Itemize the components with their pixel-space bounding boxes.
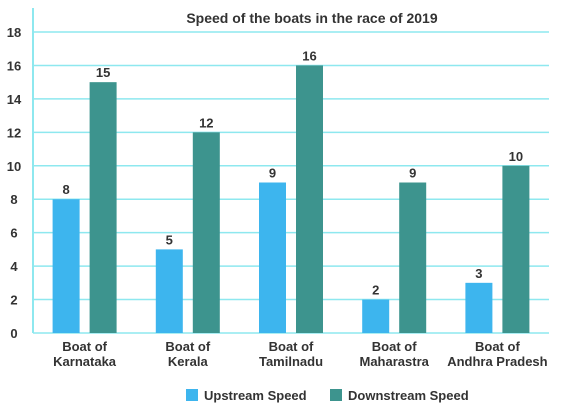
data-labels: 8 15 5 12 9 16 2 9 3 10 bbox=[62, 48, 523, 297]
y-tick-label: 12 bbox=[7, 125, 21, 140]
bar bbox=[296, 65, 323, 333]
y-axis: 0 2 4 6 8 10 12 14 16 18 bbox=[7, 8, 34, 341]
x-tick-label: Boat of Tamilnadu bbox=[259, 339, 323, 369]
bar bbox=[465, 282, 493, 333]
x-tick-label: Boat of Kerala bbox=[165, 339, 210, 369]
data-label: 2 bbox=[372, 283, 379, 298]
gridlines bbox=[33, 31, 549, 334]
y-tick-label: 6 bbox=[10, 226, 17, 241]
x-tick-label-line: Maharastra bbox=[360, 354, 430, 369]
legend: Upstream Speed Downstream Speed bbox=[186, 388, 469, 403]
x-tick-label-line: Boat of bbox=[165, 339, 210, 354]
x-tick-label: Boat of Maharastra bbox=[360, 339, 430, 369]
x-tick-label: Boat of Andhra Pradesh bbox=[447, 339, 547, 369]
x-tick-label: Boat of Karnataka bbox=[53, 339, 117, 369]
data-label: 12 bbox=[199, 115, 213, 130]
y-tick-label: 16 bbox=[7, 58, 21, 73]
data-label: 15 bbox=[96, 65, 110, 80]
legend-label: Downstream Speed bbox=[348, 388, 469, 403]
y-tick-label: 0 bbox=[10, 326, 17, 341]
x-tick-label-line: Boat of bbox=[269, 339, 314, 354]
y-tick-label: 4 bbox=[10, 259, 18, 274]
x-tick-label-line: Tamilnadu bbox=[259, 354, 323, 369]
x-tick-label-line: Boat of bbox=[475, 339, 520, 354]
y-tick-label: 2 bbox=[10, 293, 17, 308]
data-label: 3 bbox=[475, 266, 482, 281]
legend-swatch bbox=[186, 389, 198, 401]
y-tick-label: 8 bbox=[10, 192, 17, 207]
legend-swatch bbox=[330, 389, 342, 401]
data-label: 16 bbox=[302, 48, 316, 63]
bars bbox=[52, 65, 530, 334]
x-tick-label-line: Kerala bbox=[168, 354, 209, 369]
chart-title: Speed of the boats in the race of 2019 bbox=[186, 10, 438, 26]
x-tick-label-line: Andhra Pradesh bbox=[447, 354, 547, 369]
data-label: 5 bbox=[166, 232, 173, 247]
bar bbox=[89, 82, 117, 334]
bar bbox=[155, 249, 183, 333]
bar bbox=[192, 132, 220, 333]
bar bbox=[502, 165, 530, 333]
data-label: 9 bbox=[269, 166, 276, 181]
data-label: 10 bbox=[509, 149, 523, 164]
legend-label: Upstream Speed bbox=[204, 388, 307, 403]
data-label: 8 bbox=[62, 182, 69, 197]
x-tick-label-line: Boat of bbox=[62, 339, 107, 354]
y-tick-label: 10 bbox=[7, 159, 21, 174]
y-tick-label: 18 bbox=[7, 25, 21, 40]
bar bbox=[399, 182, 427, 333]
data-label: 9 bbox=[409, 166, 416, 181]
bar bbox=[362, 299, 390, 333]
x-tick-label-line: Boat of bbox=[372, 339, 417, 354]
y-tick-label: 14 bbox=[7, 92, 22, 107]
bar bbox=[52, 199, 80, 333]
bar bbox=[259, 182, 286, 333]
x-tick-label-line: Karnataka bbox=[53, 354, 117, 369]
